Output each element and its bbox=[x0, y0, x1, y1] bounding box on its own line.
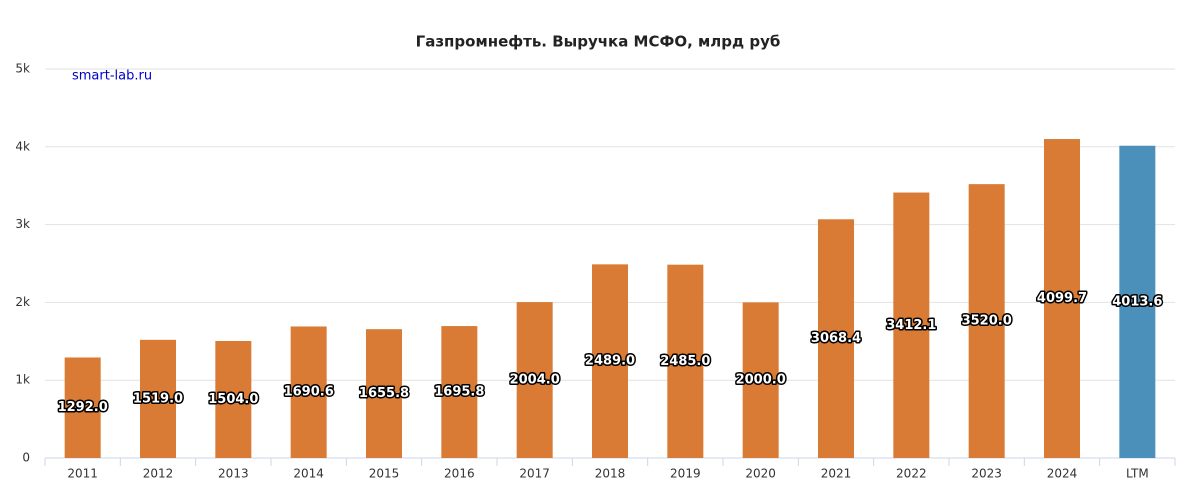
data-label: 1690.6 bbox=[284, 385, 334, 400]
x-tick-label: 2022 bbox=[896, 467, 927, 481]
y-tick-label: 4k bbox=[15, 139, 30, 153]
y-tick-label: 0 bbox=[22, 451, 30, 465]
x-tick-label: 2016 bbox=[444, 467, 475, 481]
bar bbox=[64, 357, 101, 458]
x-tick-label: 2020 bbox=[745, 467, 776, 481]
x-tick-label: 2021 bbox=[821, 467, 852, 481]
data-label: 1504.0 bbox=[208, 392, 258, 407]
data-label: 2489.0 bbox=[585, 354, 635, 369]
bar bbox=[516, 302, 553, 458]
x-tick-label: 2018 bbox=[595, 467, 626, 481]
x-tick-label: 2017 bbox=[519, 467, 550, 481]
bar bbox=[968, 184, 1005, 459]
data-label: 1695.8 bbox=[434, 385, 484, 400]
bar bbox=[366, 329, 402, 458]
bar bbox=[441, 326, 478, 458]
x-tick-label: 2012 bbox=[143, 467, 174, 481]
x-tick-label: 2015 bbox=[369, 467, 400, 481]
data-label: 4099.7 bbox=[1037, 291, 1087, 306]
data-label: 3520.0 bbox=[962, 314, 1012, 329]
y-tick-label: 5k bbox=[15, 62, 30, 76]
x-tick-label: 2023 bbox=[971, 467, 1002, 481]
bar bbox=[215, 340, 252, 458]
bar bbox=[818, 219, 854, 458]
bar bbox=[592, 264, 628, 458]
x-tick-label: 2024 bbox=[1047, 467, 1078, 481]
bar bbox=[140, 339, 176, 458]
bar bbox=[290, 326, 327, 458]
bar bbox=[1044, 139, 1080, 458]
bar bbox=[1119, 145, 1156, 458]
data-label: 2485.0 bbox=[660, 354, 710, 369]
bar bbox=[893, 192, 930, 458]
bar bbox=[667, 264, 704, 458]
y-tick-label: 2k bbox=[15, 295, 30, 309]
x-tick-label: 2011 bbox=[67, 467, 98, 481]
chart-title: Газпромнефть. Выручка МСФО, млрд руб bbox=[416, 33, 781, 51]
x-tick-label: 2019 bbox=[670, 467, 701, 481]
data-label: 4013.6 bbox=[1112, 294, 1162, 309]
data-label: 1292.0 bbox=[58, 400, 108, 415]
data-label: 2000.0 bbox=[736, 373, 786, 388]
x-tick-label: LTM bbox=[1126, 467, 1149, 481]
data-label: 1655.8 bbox=[359, 386, 409, 401]
y-tick-label: 1k bbox=[15, 373, 30, 387]
bar bbox=[742, 302, 779, 458]
data-label: 3068.4 bbox=[811, 331, 861, 346]
x-tick-label: 2014 bbox=[293, 467, 324, 481]
data-label: 2004.0 bbox=[510, 373, 560, 388]
data-label: 1519.0 bbox=[133, 391, 183, 406]
y-tick-label: 3k bbox=[15, 217, 30, 231]
watermark: smart-lab.ru bbox=[72, 69, 152, 84]
data-label: 3412.1 bbox=[886, 318, 936, 333]
x-tick-label: 2013 bbox=[218, 467, 249, 481]
